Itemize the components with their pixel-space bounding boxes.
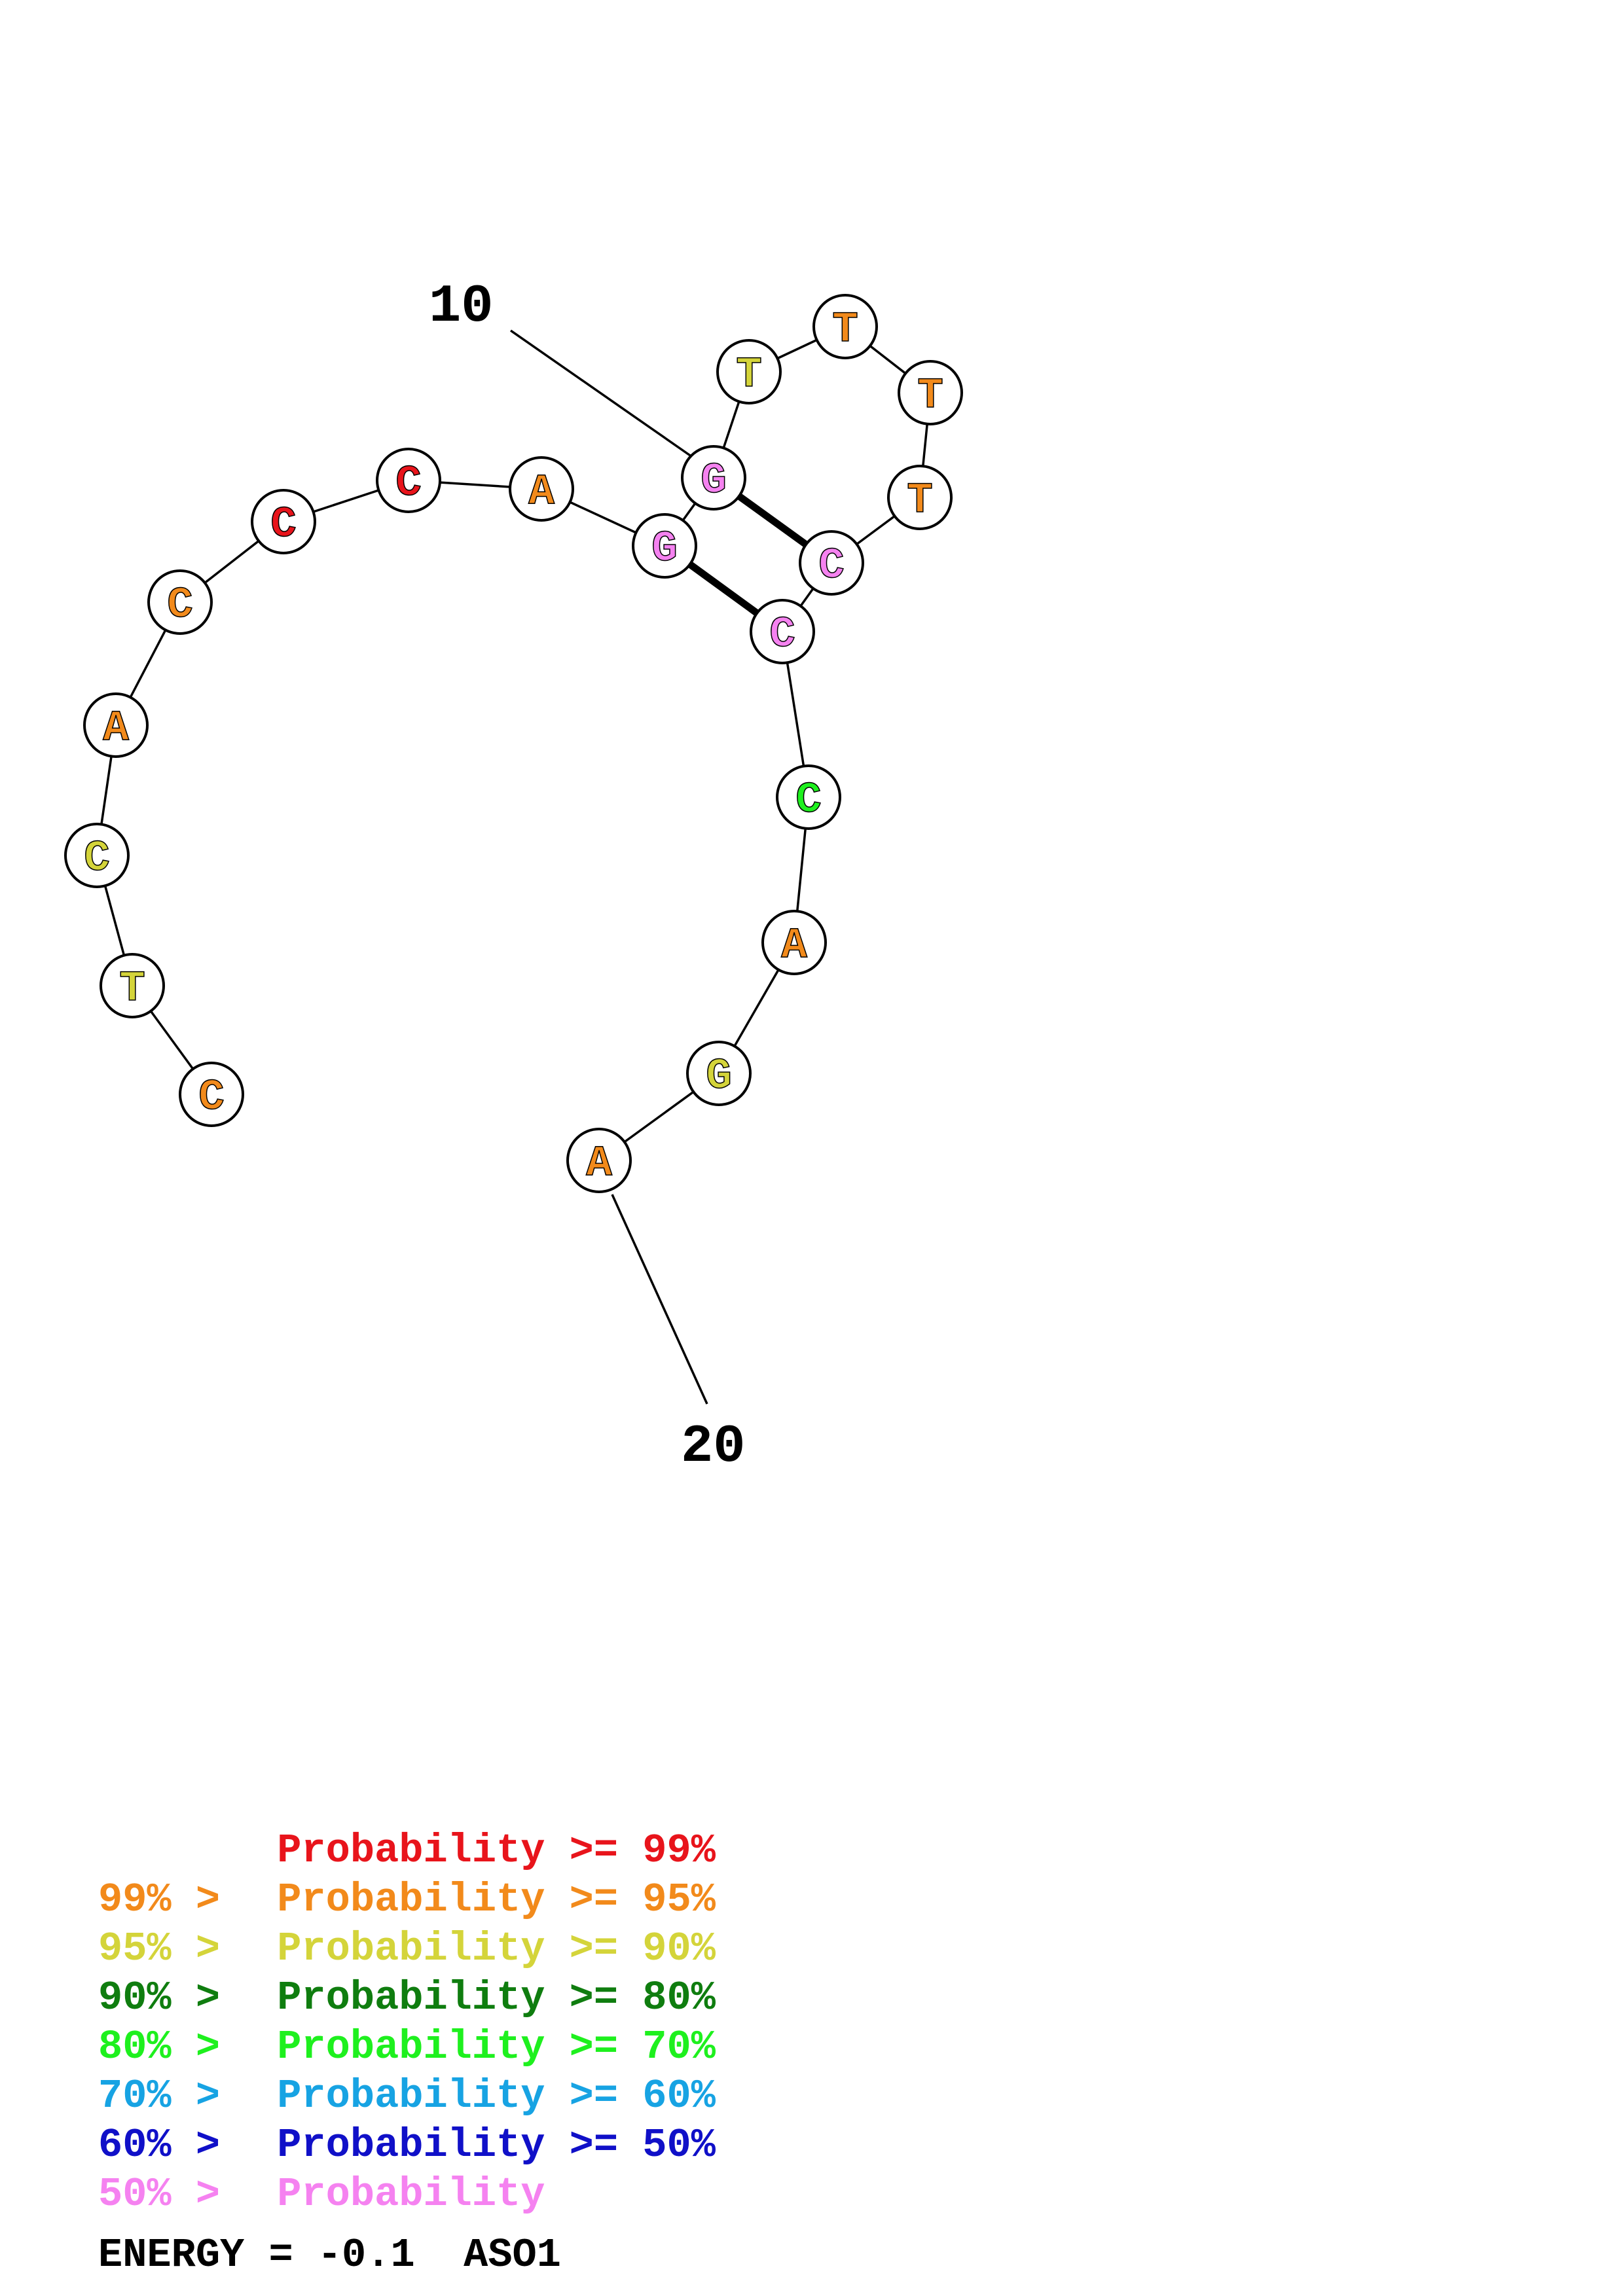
legend-range: Probability >= 99%	[253, 1827, 716, 1874]
legend-row: 90% > Probability >= 80%	[98, 1973, 716, 2022]
nucleotide-circle	[776, 764, 841, 830]
nucleotide-circle	[716, 339, 782, 404]
nucleotide-letter: T	[736, 350, 762, 399]
nucleotide-circle	[64, 823, 130, 888]
nucleotide-circle	[686, 1041, 752, 1106]
nucleotide-letter: G	[701, 456, 727, 505]
nucleotide-letter: C	[818, 541, 845, 590]
nucleotide: C	[179, 1062, 244, 1127]
nucleotide-letter: C	[270, 500, 297, 549]
energy-label: ENERGY = -0.1	[98, 2232, 415, 2278]
nucleotide-letter: G	[651, 524, 678, 573]
legend-lower-bound: 60% >	[98, 2122, 221, 2168]
legend-row: 50% > Probability	[98, 2170, 716, 2219]
nucleotide-letter: A	[103, 704, 129, 753]
legend-range: Probability >= 50%	[253, 2122, 716, 2168]
nucleotide: C	[251, 489, 316, 554]
nucleotide-circle	[799, 530, 864, 596]
nucleotide: T	[887, 465, 953, 530]
nucleotide-letter: C	[198, 1073, 225, 1122]
nucleotide: T	[898, 360, 963, 425]
nucleotide-letter: T	[917, 371, 943, 420]
nucleotide-circle	[251, 489, 316, 554]
nucleotide: T	[716, 339, 782, 404]
nucleotide: G	[686, 1041, 752, 1106]
nucleotide-circle	[898, 360, 963, 425]
nucleotide-letter: C	[795, 776, 822, 825]
legend-row: 70% > Probability >= 60%	[98, 2072, 716, 2121]
legend-range: Probability >= 70%	[253, 2024, 716, 2070]
legend-range: Probability >= 95%	[253, 1876, 716, 1923]
nucleotide-circle	[179, 1062, 244, 1127]
nucleotide: T	[812, 294, 878, 359]
nucleotide-letter: C	[769, 610, 795, 659]
nucleotide-circle	[681, 445, 746, 511]
nucleotide-letter: G	[706, 1052, 732, 1101]
legend-row: 60% > Probability >= 50%	[98, 2121, 716, 2170]
legend-range: Probability	[253, 2171, 545, 2217]
legend-lower-bound: 95% >	[98, 1926, 221, 1972]
nucleotide: C	[376, 448, 441, 513]
legend-row: 80% > Probability >= 70%	[98, 2022, 716, 2072]
nucleotide-letter: A	[528, 467, 555, 516]
nucleotide-letter: C	[395, 459, 422, 508]
nucleotide-circle	[509, 456, 574, 522]
nucleotide: A	[566, 1128, 632, 1193]
legend-range: Probability >= 90%	[253, 1926, 716, 1972]
nucleotide-circle	[147, 569, 213, 635]
backbone	[96, 325, 932, 1162]
nucleotide-circle	[632, 513, 697, 579]
nucleotide-letter: T	[119, 964, 145, 1013]
nucleotide: C	[750, 599, 815, 664]
nucleotide: T	[100, 953, 165, 1018]
nucleotide-circle	[750, 599, 815, 664]
index-label: 20	[681, 1416, 745, 1477]
energy-line: ENERGY = -0.1 ASO1	[98, 2232, 561, 2278]
legend-range: Probability >= 80%	[253, 1975, 716, 2021]
nucleotide: A	[761, 910, 827, 975]
legend-lower-bound: 90% >	[98, 1975, 221, 2021]
nucleotide: A	[509, 456, 574, 522]
probability-legend: Probability >= 99% 99% > Probability >= 9…	[98, 1826, 716, 2219]
index-tick	[611, 1194, 708, 1405]
nucleotide: G	[681, 445, 746, 511]
nucleotide-circle	[887, 465, 953, 530]
nucleotide-letter: T	[832, 305, 858, 354]
nucleotide-letter: T	[907, 476, 933, 525]
legend-lower-bound: 80% >	[98, 2024, 221, 2070]
nucleotide-circle	[376, 448, 441, 513]
legend-row: 95% > Probability >= 90%	[98, 1924, 716, 1973]
index-labels: 10 20	[429, 276, 745, 1477]
nucleotide: C	[776, 764, 841, 830]
legend-lower-bound: 99% >	[98, 1876, 221, 1923]
nucleotide-circle	[83, 692, 149, 758]
nucleotide-letter: A	[586, 1139, 612, 1188]
legend-row: Probability >= 99%	[98, 1826, 716, 1875]
nucleotide: C	[799, 530, 864, 596]
sequence-name: ASO1	[464, 2232, 561, 2278]
nucleotide-letter: C	[84, 834, 110, 883]
nucleotide-letter: C	[167, 581, 193, 630]
legend-range: Probability >= 60%	[253, 2073, 716, 2119]
nucleotide: A	[83, 692, 149, 758]
nucleotide-circle	[812, 294, 878, 359]
legend-lower-bound: 70% >	[98, 2073, 221, 2119]
index-tick	[509, 329, 695, 459]
nucleotide: G	[632, 513, 697, 579]
nucleotide: C	[147, 569, 213, 635]
nucleotide: C	[64, 823, 130, 888]
nucleotide-circle	[761, 910, 827, 975]
legend-row: 99% > Probability >= 95%	[98, 1875, 716, 1924]
nucleotide-circle	[566, 1128, 632, 1193]
nucleotide-circle	[100, 953, 165, 1018]
index-label: 10	[429, 276, 493, 337]
nucleotide-letter: A	[781, 921, 807, 970]
legend-lower-bound: 50% >	[98, 2171, 221, 2217]
